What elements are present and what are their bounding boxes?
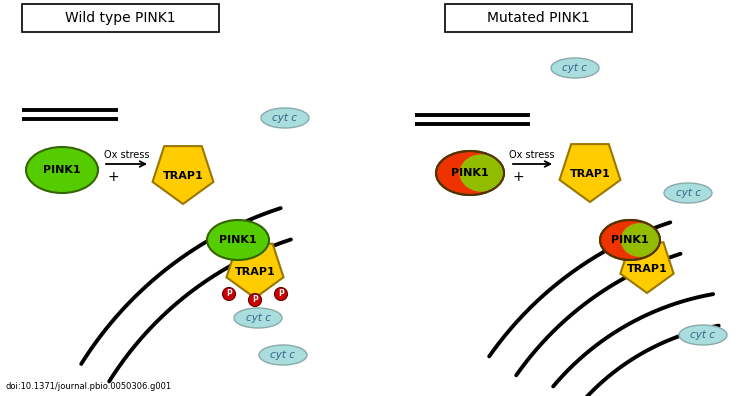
Ellipse shape bbox=[664, 183, 712, 203]
Polygon shape bbox=[227, 244, 284, 298]
Circle shape bbox=[274, 287, 287, 301]
Circle shape bbox=[249, 293, 262, 307]
Text: PINK1: PINK1 bbox=[219, 235, 257, 245]
Text: P: P bbox=[252, 295, 258, 305]
Polygon shape bbox=[153, 146, 213, 204]
Text: P: P bbox=[278, 289, 284, 299]
Text: Ox stress: Ox stress bbox=[104, 150, 150, 160]
Text: PINK1: PINK1 bbox=[451, 168, 489, 178]
Text: doi:10.1371/journal.pbio.0050306.g001: doi:10.1371/journal.pbio.0050306.g001 bbox=[5, 382, 171, 391]
Text: Ox stress: Ox stress bbox=[510, 150, 555, 160]
Text: cyt c: cyt c bbox=[272, 113, 298, 123]
Circle shape bbox=[222, 287, 236, 301]
Text: PINK1: PINK1 bbox=[43, 165, 81, 175]
Text: Wild type PINK1: Wild type PINK1 bbox=[65, 11, 175, 25]
Text: TRAP1: TRAP1 bbox=[163, 171, 203, 181]
Text: TRAP1: TRAP1 bbox=[234, 267, 275, 277]
Ellipse shape bbox=[207, 220, 269, 260]
Text: +: + bbox=[107, 170, 119, 184]
Text: cyt c: cyt c bbox=[562, 63, 587, 73]
Text: cyt c: cyt c bbox=[676, 188, 701, 198]
Text: +: + bbox=[512, 170, 524, 184]
Ellipse shape bbox=[261, 108, 309, 128]
Text: cyt c: cyt c bbox=[690, 330, 715, 340]
Text: PINK1: PINK1 bbox=[611, 235, 649, 245]
Text: TRAP1: TRAP1 bbox=[569, 169, 610, 179]
Text: cyt c: cyt c bbox=[271, 350, 296, 360]
Polygon shape bbox=[621, 242, 674, 293]
Polygon shape bbox=[559, 144, 621, 202]
Ellipse shape bbox=[234, 308, 282, 328]
Ellipse shape bbox=[436, 151, 504, 195]
Ellipse shape bbox=[26, 147, 98, 193]
FancyBboxPatch shape bbox=[21, 4, 218, 32]
Text: TRAP1: TRAP1 bbox=[627, 264, 668, 274]
Ellipse shape bbox=[460, 154, 503, 192]
Ellipse shape bbox=[679, 325, 727, 345]
FancyBboxPatch shape bbox=[445, 4, 631, 32]
Ellipse shape bbox=[600, 220, 660, 260]
Text: P: P bbox=[226, 289, 232, 299]
Ellipse shape bbox=[621, 223, 660, 257]
Ellipse shape bbox=[259, 345, 307, 365]
Text: cyt c: cyt c bbox=[246, 313, 271, 323]
Ellipse shape bbox=[551, 58, 599, 78]
Text: Mutated PINK1: Mutated PINK1 bbox=[487, 11, 590, 25]
